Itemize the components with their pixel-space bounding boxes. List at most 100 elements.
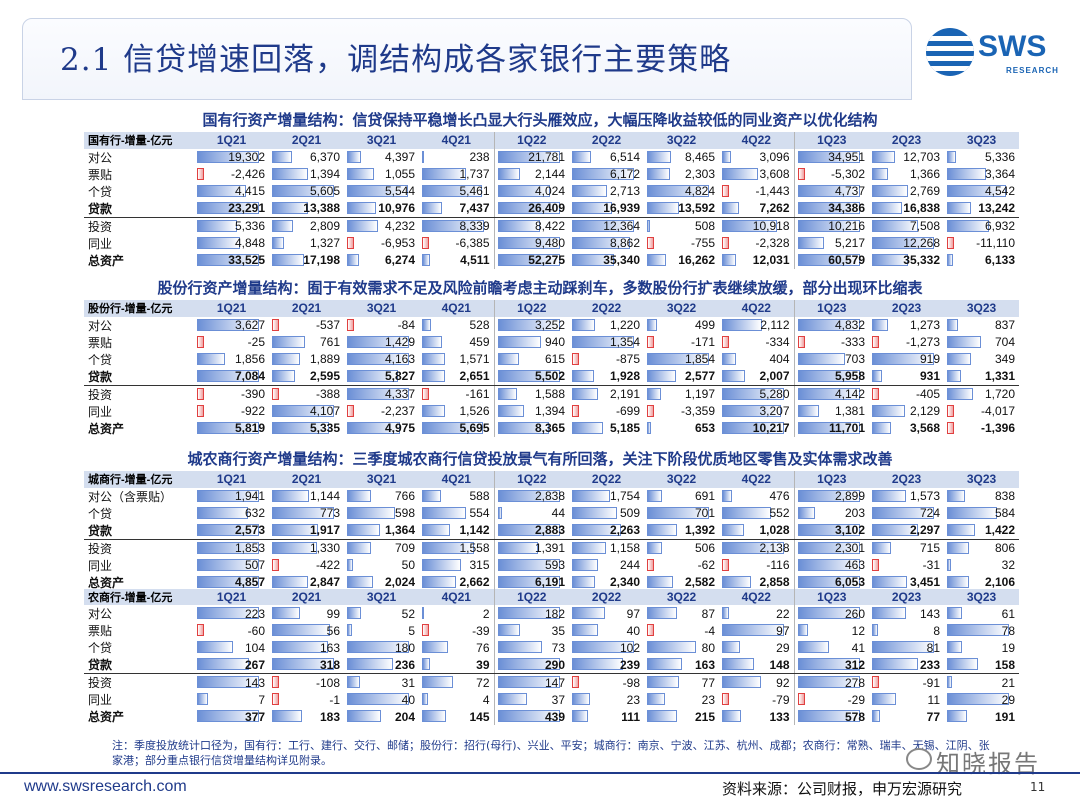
table-cell: 8,339 <box>419 217 494 235</box>
table-cell: 13,388 <box>269 199 344 218</box>
table-cell: 1,754 <box>569 488 644 505</box>
data-bar <box>272 184 334 197</box>
table-row: 贷款 267 318 236 39 290 239 163 148 312 233 158 <box>84 656 1019 675</box>
quarter-header: 1Q22 <box>493 588 569 606</box>
table-cell: 2,297 <box>869 521 944 540</box>
cell-value: 703 <box>844 352 865 367</box>
table-cell: 1,055 <box>344 166 419 183</box>
data-bar <box>797 150 860 163</box>
cell-value: 1,055 <box>384 167 415 182</box>
table-cell: 1,588 <box>493 385 569 403</box>
cell-value: 35,332 <box>903 253 940 268</box>
cell-value: 180 <box>394 640 415 655</box>
cell-value: 1,394 <box>534 404 565 419</box>
data-bar <box>947 575 969 588</box>
cell-value: 715 <box>919 541 940 556</box>
data-bar <box>572 658 623 671</box>
quarter-header: 2Q23 <box>869 471 944 488</box>
table-cell: 99 <box>269 605 344 622</box>
cell-value: 1,429 <box>384 335 415 350</box>
table-row: 同业 -922 4,107 -2,237 1,526 1,394 -699 -3,359 3,2… <box>84 402 1019 420</box>
data-bar <box>947 607 962 620</box>
table-cell: -388 <box>269 385 344 403</box>
data-bar <box>197 489 259 502</box>
table-cell: 16,939 <box>569 199 644 218</box>
table-row: 总资产 5,819 5,335 4,975 5,695 8,365 5,185 653 10,2… <box>84 419 1019 437</box>
data-bar <box>872 607 906 620</box>
table-row: 投资 -390 -388 4,337 -161 1,588 2,191 1,197 5,280 4… <box>84 385 1019 403</box>
table-cell: 2,662 <box>419 574 494 591</box>
quarter-header: 3Q23 <box>944 132 1019 149</box>
cell-value: 5,958 <box>834 369 865 384</box>
table-cell: 19,302 <box>194 149 269 166</box>
table-cell: 39 <box>419 656 494 675</box>
data-bar <box>572 387 598 400</box>
cell-value: 23 <box>701 692 715 707</box>
cell-value: 76 <box>476 640 490 655</box>
table-cell: 5,502 <box>493 367 569 386</box>
data-bar <box>572 253 614 266</box>
row-label: 同业 <box>88 236 113 251</box>
cell-value: 2,858 <box>759 575 790 590</box>
table-cell: 33,525 <box>194 252 269 269</box>
cell-value: 1,144 <box>309 489 340 504</box>
cell-value: 508 <box>694 219 715 234</box>
table-cell: -405 <box>869 385 944 403</box>
data-bar <box>647 184 709 197</box>
cell-value: 2,106 <box>984 575 1015 590</box>
table-cell: 724 <box>869 505 944 522</box>
cell-value: 4,511 <box>460 253 490 268</box>
cell-value: 37 <box>551 692 565 707</box>
table-cell: 21 <box>944 674 1019 692</box>
cell-value: 1,853 <box>234 541 265 556</box>
quarter-header: 4Q22 <box>719 300 794 317</box>
cell-value: 56 <box>326 623 340 638</box>
table-cell: 5,958 <box>793 367 869 386</box>
website-link[interactable]: www.swsresearch.com <box>24 778 187 795</box>
table-cell: 290 <box>493 656 569 675</box>
cell-value: -875 <box>615 352 640 367</box>
data-bar <box>497 167 520 180</box>
cell-value: 761 <box>319 335 340 350</box>
data-bar <box>797 558 860 571</box>
table-row: 总资产 33,525 17,198 6,274 4,511 52,275 35,340 16,… <box>84 251 1019 269</box>
cell-value: 204 <box>394 709 415 724</box>
table-cell: 7 <box>194 691 269 708</box>
cell-value: 476 <box>769 489 790 504</box>
data-bar <box>797 421 860 434</box>
table-cell: 3,451 <box>869 574 944 591</box>
table-row: 个贷 632 773 598 554 44 509 701 552 203 724 584 <box>84 504 1019 522</box>
cell-value: 40 <box>626 623 640 638</box>
cell-value: 102 <box>619 640 640 655</box>
cell-value: 111 <box>621 709 640 724</box>
data-table: 农商行-增量-亿元 1Q21 2Q21 3Q21 4Q21 1Q22 2Q22 3Q22 4Q2… <box>84 588 1019 726</box>
cell-value: -98 <box>622 675 640 690</box>
logo-subtext: RESEARCH <box>1006 66 1059 75</box>
data-bar <box>647 575 673 588</box>
cell-value: 81 <box>926 640 940 655</box>
cell-value: 5,605 <box>309 184 340 199</box>
table-cell: 5,336 <box>944 149 1019 166</box>
table-cell: 2,809 <box>269 217 344 235</box>
cell-value: 1,558 <box>459 541 490 556</box>
table-cell: 1,394 <box>269 166 344 183</box>
cell-value: 7 <box>258 692 265 707</box>
row-label: 贷款 <box>84 199 194 218</box>
data-bar <box>722 219 777 232</box>
cell-value: -422 <box>315 558 340 573</box>
cell-value: 2,651 <box>459 369 490 384</box>
table-cell: 2,263 <box>569 521 644 540</box>
data-bar <box>947 318 958 331</box>
cell-value: 1,028 <box>759 523 790 538</box>
cell-value: 2,662 <box>459 575 490 590</box>
cell-value: 4,975 <box>384 421 415 436</box>
table-cell: 78 <box>944 622 1019 639</box>
section-title: 国有行资产增量结构：信贷保持平稳增长凸显大行头雁效应，大幅压降收益较低的同业资产… <box>202 111 878 129</box>
cell-value: -2,237 <box>380 404 415 419</box>
cell-value: 19,302 <box>228 150 265 165</box>
data-bar <box>497 489 560 502</box>
cell-value: 6,370 <box>309 150 340 165</box>
table-cell: 163 <box>269 639 344 656</box>
cell-value: 9,480 <box>534 236 565 251</box>
cell-value: 10,918 <box>752 219 790 234</box>
